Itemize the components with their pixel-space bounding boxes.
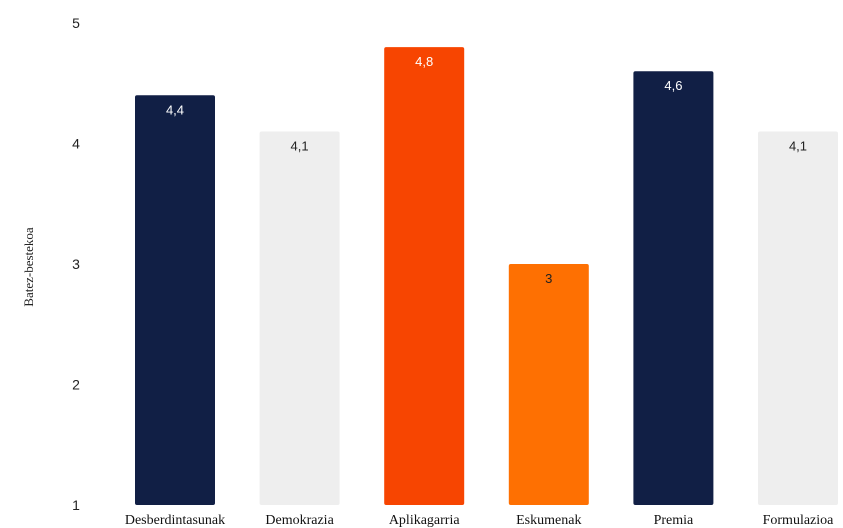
y-tick-label: 4 [72,136,80,152]
bar-value-label: 4,6 [664,78,682,93]
bar [384,47,465,505]
x-category-label: Premia [654,513,694,528]
bar-value-label: 4,1 [291,138,309,153]
bar-value-label: 4,4 [166,102,184,117]
value-labels: 4,4 4,1 4,8 3 4,6 4,1 [166,54,807,286]
bar [508,264,589,505]
bar [633,71,714,505]
bar-value-label: 3 [545,271,552,286]
x-category-label: Aplikagarria [389,513,461,528]
x-category-label: Eskumenak [516,513,581,528]
y-tick-label: 3 [72,256,80,272]
y-tick-label: 5 [72,15,80,31]
y-axis-title: Batez-bestekoa [21,227,36,307]
bar [259,131,340,505]
x-axis-category-labels: Desberdintasunak Demokrazia Aplikagarria Es… [125,513,834,528]
y-tick-label: 2 [72,377,80,393]
x-category-label: Formulazioa [763,513,835,528]
y-axis-ticks: 1 2 3 4 5 [72,15,80,513]
bar [135,95,215,506]
bar-value-label: 4,8 [415,54,433,69]
bars [135,47,838,506]
bar [758,131,838,505]
bar-value-label: 4,1 [789,138,807,153]
x-category-label: Demokrazia [265,513,334,528]
y-tick-label: 1 [72,497,80,513]
x-category-label: Desberdintasunak [125,513,225,528]
